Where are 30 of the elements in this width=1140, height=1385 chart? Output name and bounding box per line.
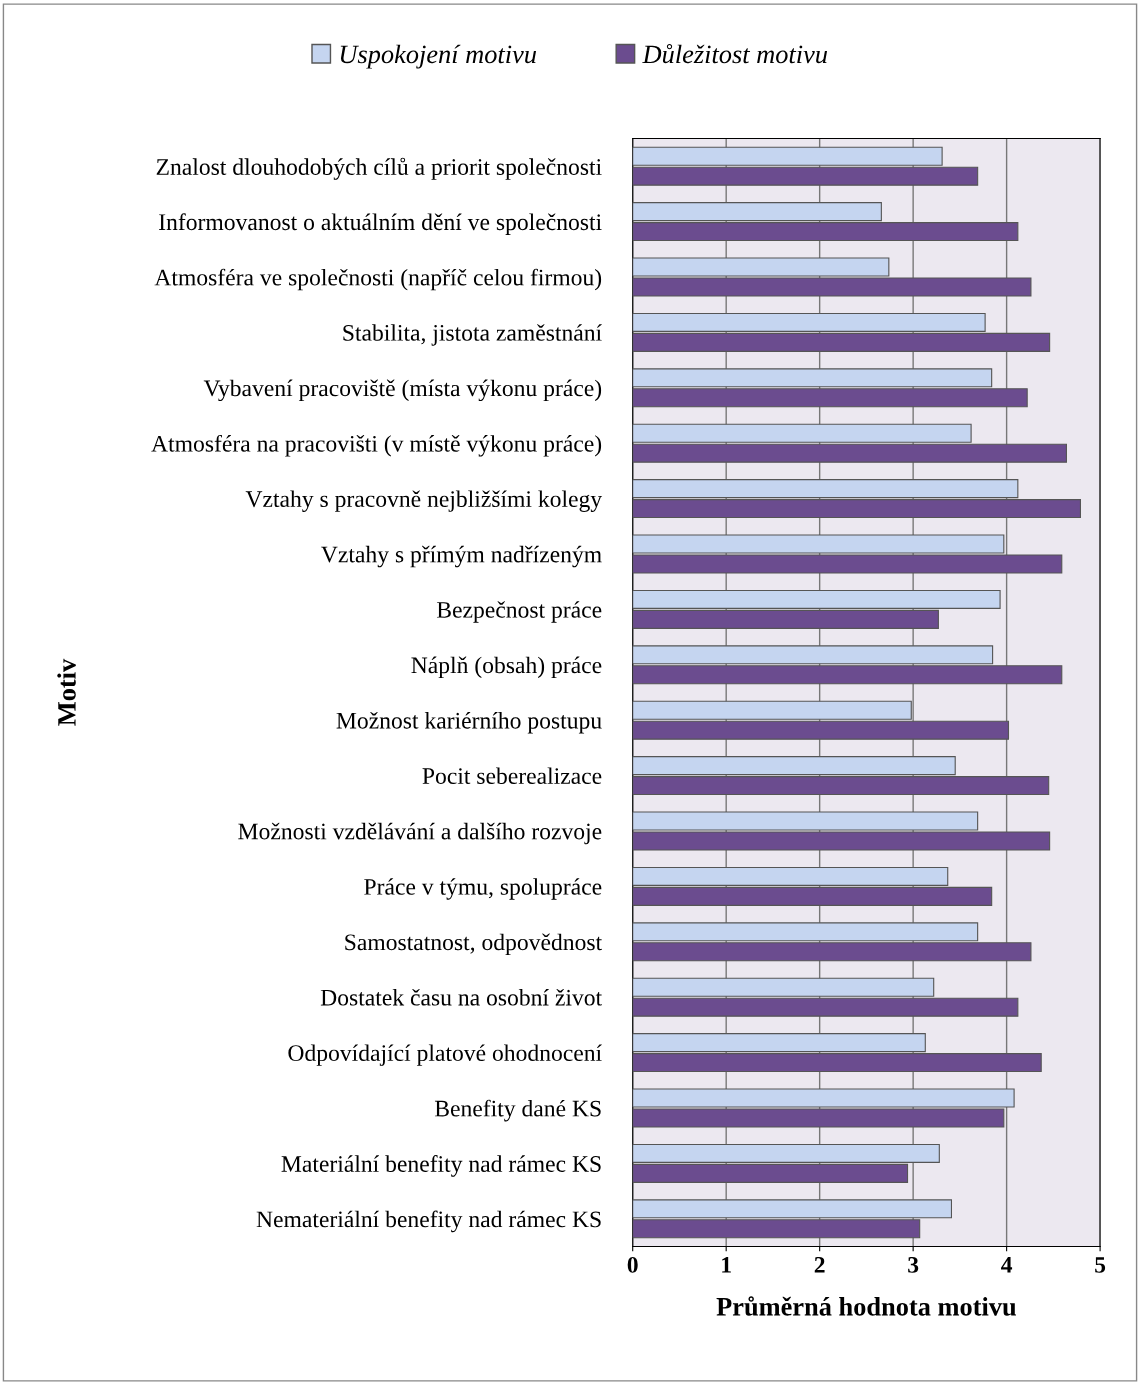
y-tick-label: Nemateriální benefity nad rámec KS [256, 1210, 601, 1233]
x-tick-label: 5 [1095, 1257, 1106, 1273]
y-tick-label: Pocit seberealizace [422, 767, 602, 785]
y-tick-label: Bezpečnost práce [436, 601, 602, 623]
y-axis-title: Motiv [57, 658, 76, 726]
legend-label: Uspokojení motivu [340, 44, 537, 69]
y-tick-label: Benefity dané KS [434, 1099, 601, 1122]
y-tick-label: Možnost kariérního postupu [336, 711, 602, 734]
y-tick-label: Atmosféra ve společnosti (napříč celou firmou) [154, 268, 602, 291]
x-tick-label: 0 [627, 1256, 638, 1273]
y-tick-label: Vztahy s přímým nadřízeným [321, 545, 602, 568]
y-tick-label: Stabilita, jistota zaměstnání [343, 324, 602, 346]
x-tick-label: 1 [722, 1257, 731, 1273]
y-tick-label: Vztahy s pracovně nejbližšími kolegy [245, 490, 603, 512]
legend-label: Důležitost motivu [642, 43, 828, 64]
y-tick-label: Práce v týmu, spolupráce [364, 878, 602, 900]
y-tick-label: Náplň (obsah) práce [411, 656, 602, 679]
y-tick-label: Odpovídající platové ohodnocení [288, 1044, 602, 1066]
x-axis-title: Průměrná hodnota motivu [716, 1296, 1016, 1316]
y-tick-label: Vybavení pracoviště (místa výkonu práce) [203, 379, 602, 402]
y-tick-label: Možnosti vzdělávání a dalšího rozvoje [238, 822, 602, 845]
y-tick-label: Samostatnost, odpovědnost [345, 933, 602, 956]
x-tick-label: 4 [1001, 1257, 1013, 1273]
y-tick-label: Atmosféra na pracovišti (v místě výkonu práce) [151, 434, 602, 457]
x-tick-label: 2 [814, 1256, 825, 1273]
y-tick-label: Materiální benefity nad rámec KS [281, 1155, 601, 1177]
y-tick-label: Znalost dlouhodobých cílů a priorit společnosti [156, 157, 602, 180]
x-tick-label: 3 [908, 1256, 919, 1273]
y-tick-label: Informovanost o aktuálním dění ve společnosti [159, 213, 602, 235]
y-tick-label: Dostatek času na osobní život [320, 988, 602, 1006]
